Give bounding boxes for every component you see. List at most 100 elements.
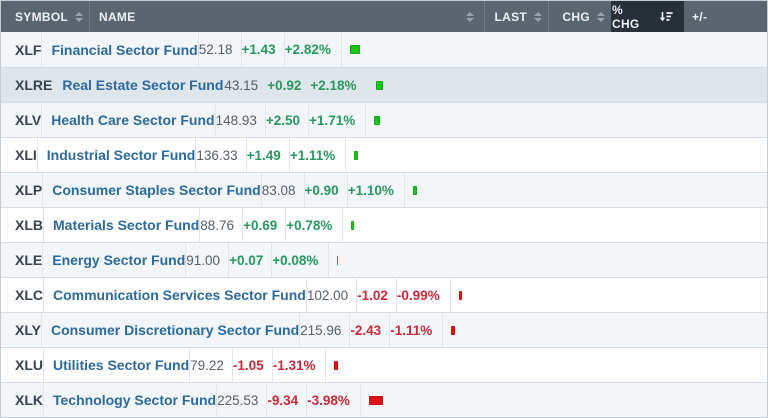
change-text: +2.50	[265, 112, 301, 128]
change-text: -9.34	[267, 392, 299, 408]
column-header-last[interactable]: LAST	[484, 1, 548, 32]
change-bar	[354, 150, 359, 160]
fund-name-link[interactable]: Consumer Discretionary Sector Fund	[50, 322, 300, 338]
pct-change-text: +2.82%	[284, 42, 331, 57]
symbol-cell: XLU	[1, 348, 43, 382]
change-bar	[375, 80, 383, 90]
last-price-cell: 88.76	[199, 208, 242, 242]
symbol-cell: XLC	[1, 278, 43, 312]
pct-change-cell: +2.18%	[309, 68, 366, 102]
change-cell: +0.69	[242, 208, 285, 242]
last-price-text: 88.76	[200, 217, 235, 233]
change-cell: +1.49	[245, 138, 289, 172]
change-bar-cell	[366, 68, 383, 102]
fund-name-link[interactable]: Industrial Sector Fund	[46, 147, 196, 163]
change-bar-cell	[340, 32, 360, 67]
change-bar	[334, 360, 339, 370]
table-row[interactable]: XLB Materials Sector Fund 88.76 +0.69 +0.78%	[1, 207, 767, 242]
change-text: +0.69	[243, 217, 278, 233]
column-header-last-label: LAST	[494, 9, 527, 24]
last-price-text: 43.15	[224, 77, 259, 93]
change-bar-cell	[403, 173, 417, 207]
column-header-chg-label: CHG	[562, 9, 590, 24]
fund-name-link[interactable]: Utilities Sector Fund	[53, 357, 190, 373]
symbol-text: XLF	[15, 41, 42, 58]
column-header-plus-minus: +/-	[683, 1, 767, 32]
symbol-text: XLI	[15, 147, 37, 163]
table-row[interactable]: XLK Technology Sector Fund 225.53 -9.34 -3.9…	[1, 382, 767, 417]
symbol-cell: XLK	[1, 383, 43, 417]
symbol-text: XLU	[15, 357, 43, 373]
last-price-cell: 91.00	[185, 243, 228, 277]
table-row[interactable]: XLI Industrial Sector Fund 136.33 +1.49 +1.1…	[1, 137, 767, 172]
change-cell: -9.34	[266, 383, 306, 417]
table-row[interactable]: XLP Consumer Staples Sector Fund 83.08 +0.9…	[1, 172, 767, 207]
last-price-text: 148.93	[215, 112, 257, 128]
change-bar-cell	[345, 138, 359, 172]
table-row[interactable]: XLE Energy Sector Fund 91.00 +0.07 +0.08%	[1, 242, 767, 277]
pct-change-text: +1.11%	[289, 147, 336, 163]
fund-name-link[interactable]: Consumer Staples Sector Fund	[52, 182, 261, 198]
pct-change-text: +0.08%	[272, 252, 319, 268]
column-header-symbol-label: SYMBOL	[15, 9, 69, 24]
name-cell: Industrial Sector Fund	[36, 138, 196, 172]
last-price-cell: 43.15	[223, 68, 266, 102]
table-row[interactable]: XLV Health Care Sector Fund 148.93 +2.50 +1.…	[1, 102, 767, 137]
change-cell: -1.05	[231, 348, 272, 382]
column-header-plus-minus-label: +/-	[692, 9, 708, 24]
sort-icon	[534, 11, 542, 22]
change-bar	[337, 255, 339, 265]
change-text: +1.49	[246, 147, 281, 163]
symbol-text: XLV	[15, 112, 42, 128]
change-bar-cell	[325, 348, 339, 382]
table-row[interactable]: XLC Communication Services Sector Fund 102…	[1, 277, 767, 312]
symbol-text: XLP	[15, 182, 43, 198]
symbol-cell: XLI	[1, 138, 37, 172]
change-bar	[451, 325, 456, 335]
change-text: +1.43	[241, 42, 276, 57]
fund-name-link[interactable]: Technology Sector Fund	[53, 392, 217, 408]
fund-name-link[interactable]: Real Estate Sector Fund	[62, 77, 224, 93]
table-row[interactable]: XLRE Real Estate Sector Fund 43.15 +0.92 +2.…	[1, 67, 767, 102]
name-cell: Materials Sector Fund	[43, 208, 199, 242]
symbol-cell: XLV	[1, 103, 41, 137]
fund-name-link[interactable]: Health Care Sector Fund	[51, 112, 215, 128]
name-cell: Technology Sector Fund	[43, 383, 216, 417]
fund-name-link[interactable]: Materials Sector Fund	[53, 217, 200, 233]
symbol-text: XLY	[15, 322, 41, 338]
name-cell: Utilities Sector Fund	[43, 348, 189, 382]
change-cell: +0.90	[303, 173, 347, 207]
column-header-symbol[interactable]: SYMBOL	[1, 1, 89, 32]
symbol-cell: XLF	[1, 32, 41, 67]
last-price-text: 225.53	[217, 392, 259, 408]
table-row[interactable]: XLY Consumer Discretionary Sector Fund 215…	[1, 312, 767, 347]
column-header-name-label: NAME	[99, 9, 136, 24]
pct-change-cell: +0.08%	[271, 243, 328, 277]
column-header-name[interactable]: NAME	[89, 1, 484, 32]
pct-change-text: -1.11%	[390, 322, 433, 338]
change-text: -2.43	[350, 322, 382, 338]
table-row[interactable]: XLU Utilities Sector Fund 79.22 -1.05 -1.31%	[1, 347, 767, 382]
change-bar-cell	[328, 243, 339, 277]
change-bar	[368, 395, 383, 405]
column-header-pct-chg[interactable]: % CHG	[611, 1, 683, 32]
column-header-chg[interactable]: CHG	[548, 1, 611, 32]
pct-change-cell: -1.31%	[271, 348, 326, 382]
fund-name-link[interactable]: Communication Services Sector Fund	[53, 287, 306, 303]
table-row[interactable]: XLF Financial Sector Fund 52.18 +1.43 +2.82%	[1, 32, 767, 67]
pct-change-cell: +1.71%	[308, 103, 365, 137]
change-bar	[374, 115, 381, 125]
name-cell: Consumer Staples Sector Fund	[42, 173, 261, 207]
fund-name-link[interactable]: Energy Sector Fund	[52, 252, 186, 268]
name-cell: Financial Sector Fund	[41, 32, 198, 67]
change-bar-cell	[359, 383, 383, 417]
fund-name-link[interactable]: Financial Sector Fund	[51, 41, 198, 58]
change-text: +0.07	[229, 252, 264, 268]
pct-change-cell: +0.78%	[285, 208, 342, 242]
symbol-text: XLE	[15, 252, 43, 268]
symbol-cell: XLP	[1, 173, 42, 207]
change-bar	[458, 290, 462, 300]
last-price-cell: 225.53	[216, 383, 266, 417]
last-price-cell: 215.96	[299, 313, 349, 347]
symbol-text: XLRE	[15, 77, 53, 93]
